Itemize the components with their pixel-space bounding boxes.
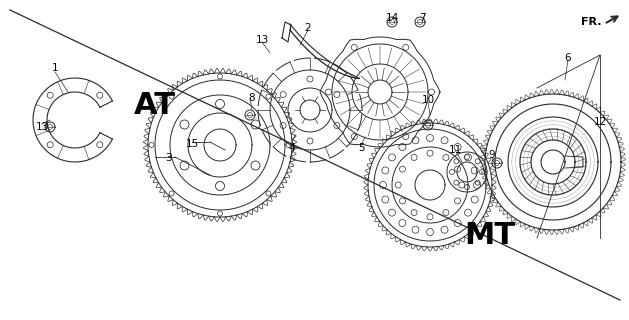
Text: 3: 3 — [165, 153, 171, 163]
Text: MT: MT — [464, 220, 516, 250]
Text: AT: AT — [134, 91, 176, 119]
Text: 5: 5 — [359, 143, 365, 153]
Text: 1: 1 — [52, 63, 58, 73]
Text: 4: 4 — [289, 143, 295, 153]
Text: 8: 8 — [248, 93, 255, 103]
Text: 13: 13 — [35, 122, 48, 132]
Text: 15: 15 — [186, 139, 199, 149]
Text: 10: 10 — [421, 95, 435, 105]
Text: FR.: FR. — [581, 17, 601, 27]
Text: 14: 14 — [386, 13, 399, 23]
Text: 9: 9 — [489, 150, 495, 160]
Text: 13: 13 — [255, 35, 269, 45]
Text: 12: 12 — [593, 117, 606, 127]
Text: 7: 7 — [419, 13, 425, 23]
Text: 11: 11 — [448, 145, 462, 155]
Text: 6: 6 — [565, 53, 571, 63]
Text: 2: 2 — [304, 23, 311, 33]
